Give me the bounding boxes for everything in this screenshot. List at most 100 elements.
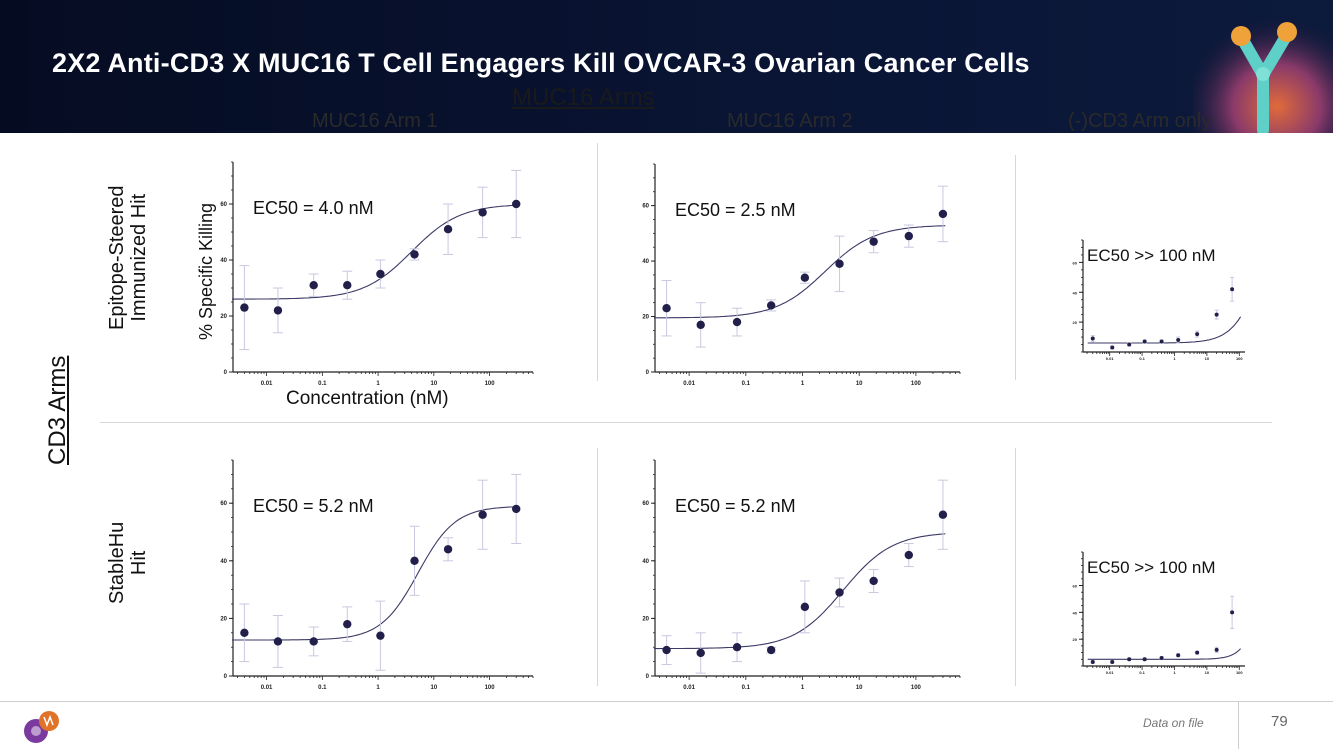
r1c3-y-tick-label: 20 — [1073, 320, 1078, 325]
r2c2-fit-curve — [654, 533, 946, 650]
r2c1-y-tick-label: 60 — [220, 501, 227, 507]
r2c1-fit-curve — [232, 506, 519, 641]
r1c2-data-point — [696, 320, 705, 330]
r1c2-y-tick-label: 0 — [646, 370, 650, 376]
r2c2-data-point — [938, 510, 948, 519]
r2c1-data-point — [309, 637, 318, 646]
r2c2-data-point — [696, 648, 705, 658]
r1c3-data-point — [1230, 287, 1235, 292]
footer-vdivider — [1238, 702, 1239, 749]
r1c2-y-tick-label: 60 — [642, 204, 649, 210]
footer-divider — [0, 701, 1333, 702]
r1c3-x-tick-label: 10 — [1205, 356, 1210, 361]
r1c2-x-tick-label: 0.01 — [683, 381, 695, 387]
r1c3-ec50-label: EC50 >> 100 nM — [1087, 246, 1216, 265]
r1c2-x-tick-label: 10 — [856, 381, 863, 387]
r2c1-data-point — [343, 619, 352, 629]
r1c1-x-tick-label: 1 — [376, 381, 380, 387]
r2c3-x-tick-label: 0.01 — [1106, 670, 1115, 675]
r2c1-data-point — [410, 556, 419, 565]
r2c1-x-tick-label: 0.1 — [318, 685, 327, 691]
header-banner: 2X2 Anti-CD3 X MUC16 T Cell Engagers Kil… — [0, 0, 1333, 133]
r2c3-y-tick-label: 40 — [1073, 610, 1078, 615]
r1c3-data-point — [1090, 336, 1095, 341]
r2c2-x-tick-label: 0.01 — [683, 685, 695, 691]
r2c2-x-tick-label: 0.1 — [742, 685, 751, 691]
r2c1-x-tick-label: 0.01 — [261, 685, 273, 691]
x-axis-label: Concentration (nM) — [286, 388, 449, 409]
r2c3-fit-curve — [1087, 648, 1242, 660]
r1c3-data-point — [1176, 338, 1181, 343]
r1c2-data-point — [766, 301, 776, 310]
r2c2-x-tick-label: 1 — [801, 685, 805, 691]
row2-line1: StableHu — [106, 521, 128, 604]
row2-line2: Hit — [128, 550, 150, 576]
page-number: 79 — [1271, 713, 1288, 730]
divider-v3 — [597, 448, 598, 686]
r2c2-data-point — [766, 645, 776, 655]
r2c3-x-tick-label: 0.1 — [1139, 670, 1145, 675]
row1-line2: Immunized Hit — [128, 193, 150, 322]
r2c3-y-tick-label: 60 — [1073, 584, 1078, 589]
r1c2-x-tick-label: 1 — [801, 381, 805, 387]
r1c3-x-tick-label: 1 — [1173, 356, 1176, 361]
r1c2-ec50-label: EC50 = 2.5 nM — [675, 200, 796, 220]
r1c2-data-point — [800, 273, 810, 282]
r2c3-data-point — [1127, 657, 1132, 662]
page-title: 2X2 Anti-CD3 X MUC16 T Cell Engagers Kil… — [52, 48, 1030, 78]
divider-h — [100, 422, 1272, 423]
r2c1-data-point — [512, 504, 521, 514]
divider-v2 — [1015, 155, 1016, 380]
r1c1-data-point — [512, 199, 521, 209]
r2c1-x-tick-label: 10 — [431, 685, 438, 691]
r1c1-y-tick-label: 40 — [220, 258, 227, 264]
r1c3-y-tick-label: 40 — [1073, 290, 1078, 295]
r2c1-ec50-label: EC50 = 5.2 nM — [253, 496, 374, 516]
r2c3-data-point — [1176, 653, 1181, 658]
r1c2-data-point — [835, 259, 844, 269]
r1c1-data-point — [376, 269, 385, 279]
r2c1-data-point — [273, 637, 283, 646]
r2c3-data-point — [1230, 610, 1235, 615]
r1c3-data-point — [1110, 345, 1115, 350]
r1c1-ec50-label: EC50 = 4.0 nM — [253, 198, 374, 218]
r1c2-x-tick-label: 0.1 — [742, 381, 751, 387]
r2c2-y-tick-label: 60 — [642, 501, 649, 507]
row1-line1: Epitope-Steered — [106, 185, 128, 330]
r1c1-x-tick-label: 100 — [485, 381, 496, 387]
r1c1-data-point — [478, 208, 487, 217]
r1c1-data-point — [343, 281, 352, 290]
r2c1-data-point — [376, 631, 385, 640]
r2c2-y-tick-label: 20 — [642, 616, 649, 622]
r1c1-x-tick-label: 0.01 — [261, 381, 273, 387]
r1c2-y-tick-label: 40 — [642, 259, 649, 265]
muc16-arms-label: MUC16 Arms — [512, 84, 655, 111]
r2c3-x-tick-label: 10 — [1205, 670, 1210, 675]
r1c2-data-point — [732, 317, 742, 327]
col-label-cd3-only: (-)CD3 Arm only — [1068, 110, 1212, 132]
y-axis-label: % Specific Killing — [196, 202, 216, 340]
r1c3-x-tick-label: 0.01 — [1106, 356, 1115, 361]
r2c3-y-tick-label: 20 — [1073, 637, 1078, 642]
r2c1-y-tick-label: 40 — [220, 559, 227, 565]
r1c1-x-tick-label: 10 — [431, 381, 438, 387]
antibody-art — [1193, 0, 1333, 133]
r1c3-data-point — [1195, 332, 1200, 337]
r2c2-y-tick-label: 40 — [642, 559, 649, 565]
r1c1-data-point — [309, 281, 318, 290]
r2c1-y-tick-label: 20 — [220, 616, 227, 622]
divider-v1 — [597, 143, 598, 381]
r1c3-x-tick-label: 100 — [1236, 356, 1243, 361]
r1c1-y-tick-label: 20 — [220, 314, 227, 320]
r2c1-data-point — [443, 545, 453, 554]
r2c2-ec50-label: EC50 = 5.2 nM — [675, 496, 796, 516]
col-label-arm2: MUC16 Arm 2 — [727, 110, 853, 132]
r1c1-data-point — [240, 303, 249, 312]
r1c3-data-point — [1159, 339, 1164, 344]
company-logo — [24, 711, 59, 743]
r1c2-data-point — [904, 231, 914, 241]
r2c1-x-tick-label: 100 — [485, 685, 496, 691]
r1c2-x-tick-label: 100 — [911, 381, 922, 387]
r2c2-data-point — [904, 550, 914, 560]
r1c3-data-point — [1127, 342, 1132, 347]
